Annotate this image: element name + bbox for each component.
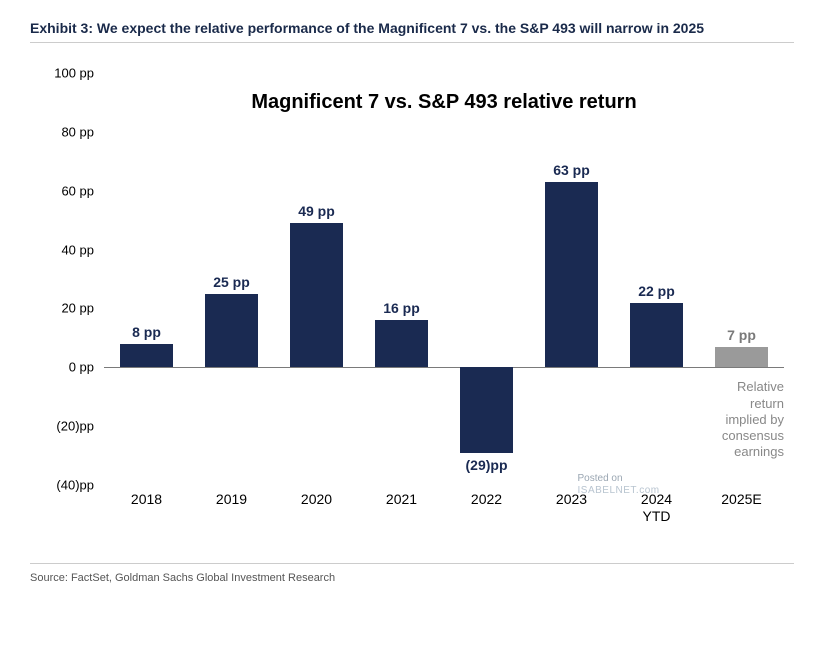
y-tick-label: (20)pp [56, 419, 94, 434]
y-tick-label: 40 pp [61, 242, 94, 257]
x-tick-label: 2025E [721, 491, 761, 508]
x-axis: 2018 2019 2020 2021 2022 2023 2024YTD 2025E [104, 489, 784, 533]
zero-line [104, 367, 784, 368]
exhibit-title: Exhibit 3: We expect the relative perfor… [30, 20, 794, 43]
bar-value-label: 25 pp [213, 274, 250, 290]
bar-value-label: 22 pp [638, 283, 675, 299]
y-tick-label: 100 pp [54, 66, 94, 81]
y-tick-label: 80 pp [61, 124, 94, 139]
x-tick-label: 2021 [386, 491, 417, 508]
chart-container: 100 pp80 pp60 pp40 pp20 pp0 pp(20)pp(40)… [40, 73, 784, 533]
x-tick-label: 2022 [471, 491, 502, 508]
y-axis: 100 pp80 pp60 pp40 pp20 pp0 pp(20)pp(40)… [40, 73, 100, 533]
x-tick-label: 2020 [301, 491, 332, 508]
y-tick-label: 0 pp [69, 360, 94, 375]
bar [205, 294, 258, 368]
bar [545, 182, 598, 367]
y-tick-label: (40)pp [56, 478, 94, 493]
bar-value-label: 63 pp [553, 162, 590, 178]
bar-value-label: 49 pp [298, 203, 335, 219]
x-tick-label: 2019 [216, 491, 247, 508]
x-tick-label: 2023 [556, 491, 587, 508]
y-tick-label: 20 pp [61, 301, 94, 316]
plot-area: Magnificent 7 vs. S&P 493 relative retur… [104, 73, 784, 485]
chart-title: Magnificent 7 vs. S&P 493 relative retur… [104, 91, 784, 114]
x-tick-label: 2018 [131, 491, 162, 508]
bar [375, 320, 428, 367]
bar [460, 367, 513, 452]
source-line: Source: FactSet, Goldman Sachs Global In… [30, 563, 794, 584]
bar [715, 347, 768, 368]
bar-value-label: 16 pp [383, 300, 420, 316]
annotation-text: Relativereturnimplied byconsensusearning… [695, 379, 784, 460]
bar [630, 303, 683, 368]
bar-value-label: (29)pp [466, 457, 508, 473]
bar [290, 223, 343, 367]
bar-value-label: 8 pp [132, 324, 161, 340]
watermark-posted: Posted on [578, 473, 623, 484]
y-tick-label: 60 pp [61, 183, 94, 198]
bar [120, 344, 173, 368]
bar-value-label: 7 pp [727, 327, 756, 343]
x-tick-label: 2024YTD [641, 491, 672, 525]
